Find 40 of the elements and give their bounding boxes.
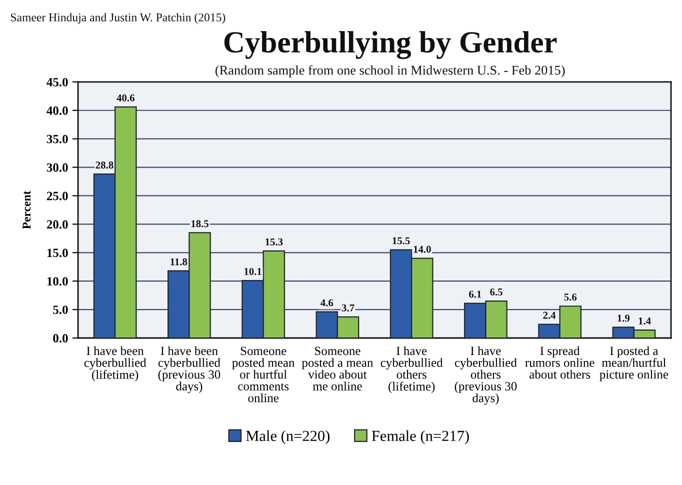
data-label: 1.9 <box>618 314 630 322</box>
x-tick-label: I have been cyberbullied (previous 30 days) <box>158 346 220 394</box>
data-label: 1.4 <box>638 318 651 325</box>
data-label: 6.1 <box>468 290 482 298</box>
y-tick-label: 15.0 <box>47 248 68 258</box>
y-tick-label: 35.0 <box>46 134 68 144</box>
x-tick-label: Someone posted a mean video about me online <box>302 346 374 390</box>
y-tick-label: 40.0 <box>46 106 68 115</box>
y-tick-label: 10.0 <box>47 277 68 286</box>
x-tick-label: I have been cyberbullied (lifetime) <box>84 346 146 382</box>
x-tick-label: I posted a mean/hurtful picture online <box>600 346 668 382</box>
data-label: 3.7 <box>342 304 354 312</box>
y-tick-label: 45.0 <box>46 78 68 86</box>
legend-label: Male (n=220) <box>246 430 330 444</box>
data-label: 15.5 <box>392 237 410 244</box>
y-tick-label: 20.0 <box>46 220 68 229</box>
data-label: 14.0 <box>414 246 431 253</box>
data-label: 10.1 <box>244 268 262 276</box>
x-tick-label: Someone posted mean or hurtful comments online <box>232 346 295 402</box>
x-tick-label: I have cyberbullied others (previous 30 days) <box>454 346 517 405</box>
data-label: 11.8 <box>170 258 188 266</box>
data-label: 5.6 <box>564 294 577 301</box>
y-tick-label: 0.0 <box>53 334 68 343</box>
data-label: 15.3 <box>266 238 283 246</box>
chart-title: Cyberbullying by Gender <box>224 31 557 60</box>
chart-subtitle: (Random sample from one school in Midwestern U.S. - Feb 2015) <box>216 65 565 78</box>
y-axis-title: Percent <box>22 190 31 229</box>
data-label: 4.6 <box>320 299 334 306</box>
y-tick-label: 30.0 <box>46 163 68 172</box>
legend-label: Female (n=217) <box>372 430 469 444</box>
data-label: 6.5 <box>490 288 502 296</box>
y-tick-label: 5.0 <box>53 306 68 314</box>
data-label: 40.6 <box>116 94 134 102</box>
y-tick-label: 25.0 <box>46 192 68 200</box>
data-label: 28.8 <box>96 162 114 169</box>
text: Sameer Hinduja and Justin W. Patchin (2015) <box>11 13 226 24</box>
x-tick-label: I spread rumors online about others <box>525 346 594 379</box>
data-label: 2.4 <box>543 312 556 319</box>
data-label: 18.5 <box>191 220 209 228</box>
x-tick-label: I have cyberbullied others (lifetime) <box>380 346 443 394</box>
